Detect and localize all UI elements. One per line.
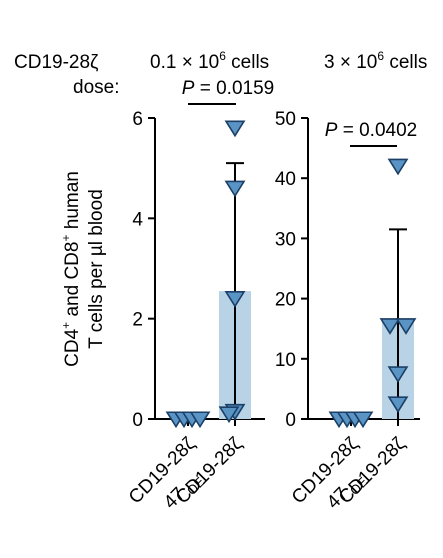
- data-point: [224, 291, 246, 308]
- y-axis-title-line2: T cells per µl blood: [86, 189, 107, 349]
- y-tick-label: 2: [132, 310, 143, 331]
- dose-label: dose:: [73, 77, 119, 98]
- y-axis-title-line1: CD4+ and CD8+ human: [59, 171, 83, 367]
- y-tick-label: 50: [275, 109, 296, 130]
- data-point: [224, 120, 246, 138]
- y-tick-label: 0: [285, 410, 296, 431]
- p-value-label: P = 0.0402: [325, 120, 417, 141]
- p-value-label: P = 0.0159: [182, 78, 274, 99]
- data-point: [387, 366, 409, 384]
- data-point: [379, 318, 401, 335]
- data-point: [387, 396, 409, 414]
- data-point: [395, 318, 417, 335]
- y-tick-label: 4: [132, 209, 143, 230]
- y-tick-label: 6: [132, 109, 143, 130]
- y-tick-label: 10: [275, 350, 296, 371]
- panel2-dose-label: 3 × 106 cells: [324, 49, 427, 73]
- y-tick-label: 20: [275, 290, 296, 311]
- data-point: [352, 411, 374, 429]
- y-tick-label: 40: [275, 169, 296, 190]
- panel1-dose-label: 0.1 × 106 cells: [150, 49, 269, 73]
- data-point: [218, 406, 240, 424]
- y-tick-label: 30: [275, 229, 296, 250]
- data-point: [224, 180, 246, 198]
- data-point: [189, 411, 211, 429]
- construct-label: CD19-28ζ: [14, 52, 99, 73]
- data-point: [387, 158, 409, 176]
- y-tick-label: 0: [132, 410, 143, 431]
